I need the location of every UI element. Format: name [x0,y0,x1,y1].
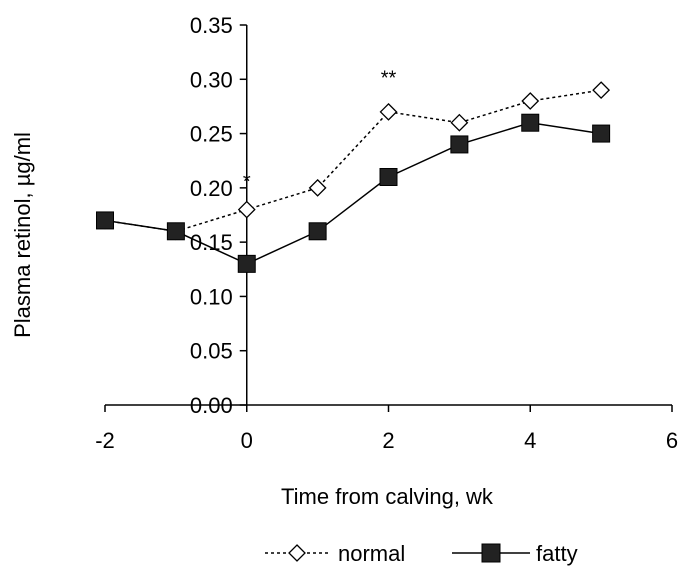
series-fatty [96,113,611,273]
legend: normal fatty [265,541,578,566]
data-point-normal [592,81,611,100]
data-point-normal [237,200,256,219]
x-tick-label: 0 [241,428,253,453]
y-tick-label: 0.25 [190,122,233,147]
y-tick-label: 0.20 [190,176,233,201]
data-point-fatty [521,113,540,132]
legend-marker-normal [288,544,306,562]
y-tick-label: 0.15 [190,230,233,255]
x-tick-label: -2 [95,428,115,453]
x-axis-ticks: -2 0 2 4 6 [95,405,678,453]
series-layer [96,81,611,273]
y-tick-label: 0.00 [190,393,233,418]
data-point-normal [450,113,469,132]
significance-marker: ** [381,68,397,90]
y-tick-label: 0.05 [190,339,233,364]
data-point-normal [308,178,327,197]
y-tick-label: 0.35 [190,13,233,38]
data-point-fatty [237,254,256,273]
legend-label-normal: normal [338,541,405,566]
legend-label-fatty: fatty [536,541,578,566]
data-point-fatty [308,222,327,241]
y-axis-title: Plasma retinol, µg/ml [10,132,35,338]
x-tick-label: 2 [382,428,394,453]
data-point-fatty [379,168,398,186]
legend-marker-fatty [481,543,501,563]
data-point-fatty [592,124,611,143]
significance-marker: * [243,171,251,193]
series-line-normal [104,89,602,233]
data-point-normal [521,92,540,110]
y-axis-ticks: 0.00 0.05 0.10 0.15 0.20 0.25 0.30 0.35 [190,13,247,418]
x-tick-label: 6 [666,428,678,453]
series-normal [96,81,611,241]
series-line-fatty [104,121,602,265]
x-axis-title: Time from calving, wk [281,484,494,509]
annotation-layer: *** [243,68,397,193]
y-tick-label: 0.10 [190,284,233,309]
data-point-fatty [96,211,114,230]
data-point-fatty [166,222,185,241]
data-point-fatty [450,135,469,154]
y-tick-label: 0.30 [190,67,233,92]
data-point-normal [379,102,398,121]
x-tick-label: 4 [524,428,536,453]
